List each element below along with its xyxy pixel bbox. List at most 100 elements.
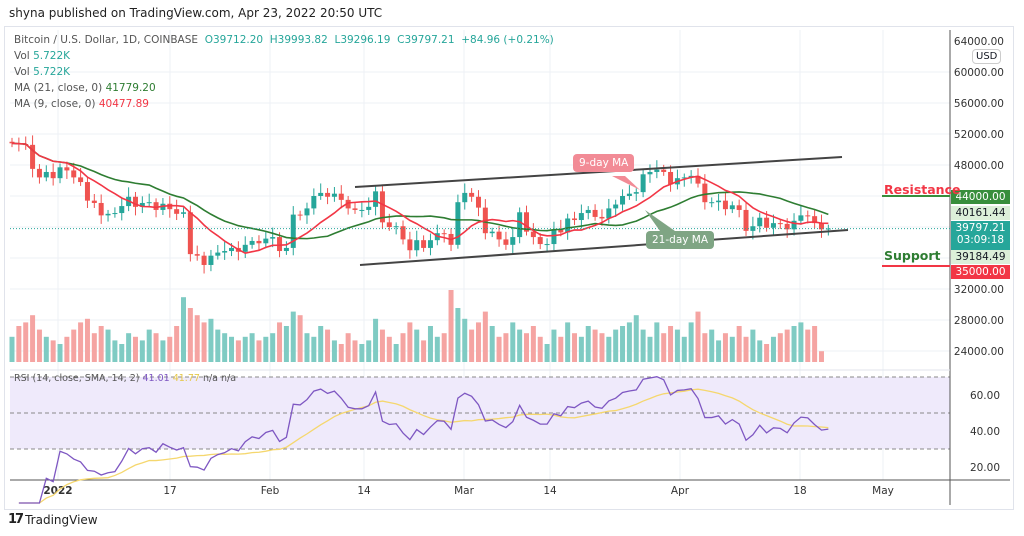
volume-bar [592, 329, 598, 362]
last-price-tag: 39797.21 03:09:18 [951, 221, 1010, 250]
volume-bar [249, 333, 255, 362]
candle-body [585, 209, 591, 214]
volume-bar [496, 336, 502, 362]
candle-body [736, 205, 742, 210]
candle-body [729, 205, 735, 210]
rsi-tick: 40.00 [970, 426, 1000, 438]
candle-body [757, 217, 763, 227]
volume-bar [297, 315, 303, 362]
candle-body [750, 226, 756, 231]
bar-countdown: 03:09:18 [956, 234, 1005, 246]
volume-bar [338, 344, 344, 362]
price-tick: 56000.00 [954, 98, 1004, 110]
candle-body [764, 217, 770, 228]
candle-body [805, 215, 811, 217]
currency-button[interactable]: USD [972, 49, 1002, 64]
candle-body [222, 251, 228, 253]
candle-body [71, 170, 77, 178]
volume-bar [174, 326, 180, 362]
candle-body [112, 213, 118, 215]
volume-bar [764, 344, 770, 362]
candle-body [98, 202, 104, 216]
time-tick: 14 [357, 485, 371, 497]
volume-bar [558, 336, 564, 362]
channel-upper-line [354, 156, 843, 188]
volume-bar [132, 336, 138, 362]
candle-body [551, 229, 557, 245]
volume-bar [242, 336, 248, 362]
candle-body [208, 255, 214, 265]
chart-frame[interactable] [4, 26, 1014, 510]
high-value: H39993.82 [269, 34, 328, 46]
volume-bar [640, 329, 646, 362]
candle-body [139, 202, 145, 207]
candle-body [524, 212, 529, 232]
volume-bar [366, 340, 372, 362]
ma21-value: 41779.20 [105, 82, 156, 94]
volume-bar [613, 329, 619, 362]
candle-body [78, 177, 84, 183]
volume-bar [688, 322, 694, 362]
volume-bar [50, 340, 56, 362]
volume-bar [750, 329, 756, 362]
candle-body [770, 223, 776, 228]
volume-bar [194, 315, 200, 362]
volume-bar [386, 336, 392, 362]
candle-body [510, 237, 516, 245]
ma21-price-tag: 39184.49 [951, 250, 1010, 264]
volume-bar [290, 311, 296, 362]
volume-bar [812, 326, 818, 362]
candle-body [373, 191, 379, 207]
volume-bar [572, 333, 578, 362]
candle-body [132, 196, 138, 207]
ma9-label: MA (9, close, 0) [14, 98, 96, 110]
candle-body [716, 200, 722, 203]
support-price-tag: 35000.00 [951, 265, 1010, 279]
volume-bar [798, 322, 804, 362]
symbol-name: Bitcoin / U.S. Dollar, 1D, COINBASE [14, 34, 199, 46]
volume-bar [743, 336, 749, 362]
volume-bar [503, 333, 509, 362]
legend-ma21: MA (21, close, 0) 41779.20 [14, 82, 156, 94]
volume-bar [235, 340, 241, 362]
candle-body [187, 212, 193, 255]
candle-body [91, 200, 97, 203]
candle-body [421, 240, 427, 248]
candle-body [414, 240, 420, 251]
candle-body [565, 218, 571, 233]
volume-bar [818, 351, 824, 362]
vol-label: Vol [14, 66, 30, 78]
volume-bar [167, 336, 173, 362]
price-tick: 32000.00 [954, 284, 1004, 296]
vol-value: 5.722K [33, 50, 71, 62]
legend-symbol: Bitcoin / U.S. Dollar, 1D, COINBASE O397… [14, 34, 554, 46]
candle-body [318, 192, 324, 196]
volume-bar [373, 318, 379, 362]
channel-lower-line [359, 229, 849, 266]
tradingview-logo[interactable]: 17 TradingView [8, 512, 98, 527]
candle-body [798, 215, 804, 221]
ma9-value: 40477.89 [98, 98, 149, 110]
volume-bar [400, 333, 406, 362]
candle-body [181, 212, 186, 214]
volume-bar [379, 329, 385, 362]
volume-bar [153, 333, 159, 362]
candle-body [146, 202, 152, 204]
candle-body [626, 193, 632, 196]
volume-bar [551, 329, 557, 362]
publish-info: shyna published on TradingView.com, Apr … [9, 6, 383, 20]
vol-value: 5.722K [33, 66, 71, 78]
volume-bar [620, 326, 626, 362]
volume-bar [784, 329, 790, 362]
legend-rsi: RSI (14, close, SMA, 14, 2) 41.01 41.77 … [14, 373, 236, 384]
candle-body [647, 171, 653, 175]
volume-bar [702, 333, 708, 362]
candle-body [661, 169, 667, 172]
volume-bar [283, 326, 289, 362]
candle-body [345, 199, 351, 209]
volume-bar [64, 336, 70, 362]
candle-body [654, 169, 660, 172]
candle-body [9, 141, 15, 144]
volume-bar [187, 308, 193, 362]
